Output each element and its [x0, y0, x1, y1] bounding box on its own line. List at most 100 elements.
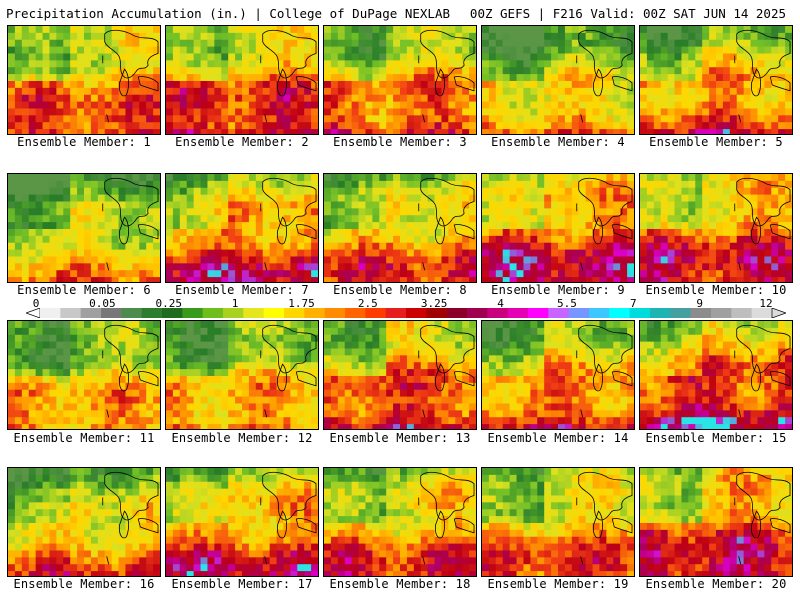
colorbar-swatch	[751, 308, 773, 318]
colorbar-graphic	[26, 308, 786, 318]
member-label-prefix: Ensemble Member:	[487, 577, 607, 591]
colorbar-swatch	[690, 308, 712, 318]
ensemble-member-label: Ensemble Member: 5	[637, 135, 795, 149]
colorbar-swatch	[284, 308, 305, 318]
member-label-prefix: Ensemble Member:	[329, 431, 449, 445]
colorbar-swatch	[731, 308, 753, 318]
precip-field-map	[640, 321, 792, 429]
ensemble-map-panel	[481, 467, 635, 577]
great-lakes-outline	[734, 177, 791, 271]
ensemble-map-panel	[639, 467, 793, 577]
precip-field-map	[166, 321, 318, 429]
colorbar-swatch	[202, 308, 224, 318]
ensemble-map-panel	[7, 25, 161, 135]
great-lakes-outline	[102, 324, 159, 418]
ensemble-map-panel	[323, 25, 477, 135]
ensemble-member-label: Ensemble Member: 1	[5, 135, 163, 149]
precip-field-map	[8, 468, 160, 576]
precipitation-colorbar	[26, 308, 786, 318]
member-label-prefix: Ensemble Member:	[333, 283, 452, 297]
precip-field-map	[8, 26, 160, 134]
member-number: 8	[451, 283, 467, 297]
precip-field-map	[324, 174, 476, 282]
colorbar-swatch	[80, 308, 102, 318]
member-number: 16	[132, 577, 155, 591]
great-lakes-outline	[102, 471, 159, 565]
member-label-prefix: Ensemble Member:	[13, 431, 133, 445]
colorbar-tick-label: 7	[629, 297, 637, 310]
colorbar-tick-label: 0.05	[89, 297, 116, 310]
member-label-prefix: Ensemble Member:	[645, 283, 765, 297]
colorbar-tick-label: 9	[696, 297, 703, 310]
great-lakes-outline	[734, 471, 791, 565]
colorbar-swatch	[243, 308, 265, 318]
great-lakes-outline	[260, 177, 317, 271]
ensemble-map-panel	[323, 467, 477, 577]
member-number: 14	[606, 431, 629, 445]
member-number: 11	[132, 431, 155, 445]
ensemble-member-label: Ensemble Member: 13	[321, 431, 479, 445]
ensemble-member-label: Ensemble Member: 7	[163, 283, 321, 297]
colorbar-swatch	[548, 308, 570, 318]
ensemble-map-panel	[165, 320, 319, 430]
member-number: 19	[606, 577, 629, 591]
colorbar-swatch	[711, 308, 732, 318]
precip-field-map	[8, 321, 160, 429]
member-label-prefix: Ensemble Member:	[491, 283, 610, 297]
run-valid-time: 00Z GEFS | F216 Valid: 00Z SAT JUN 14 20…	[469, 6, 786, 21]
colorbar-swatch	[385, 308, 407, 318]
member-number: 3	[451, 135, 467, 149]
member-label-prefix: Ensemble Member:	[487, 431, 607, 445]
precip-field-map	[166, 26, 318, 134]
precip-field-map	[166, 468, 318, 576]
great-lakes-outline	[576, 177, 633, 271]
member-label-prefix: Ensemble Member:	[171, 431, 291, 445]
colorbar-swatch	[223, 308, 244, 318]
colorbar-swatch	[568, 308, 590, 318]
member-label-prefix: Ensemble Member:	[175, 135, 294, 149]
colorbar-tick-label: 0.25	[155, 297, 182, 310]
ensemble-map-panel	[7, 467, 161, 577]
ensemble-member-label: Ensemble Member: 11	[5, 431, 163, 445]
great-lakes-outline	[418, 29, 475, 123]
colorbar-swatch	[670, 308, 692, 318]
member-label-prefix: Ensemble Member:	[175, 283, 294, 297]
colorbar-swatch	[365, 308, 387, 318]
colorbar-tick-label: 12	[759, 297, 773, 310]
member-number: 6	[135, 283, 151, 297]
member-number: 2	[293, 135, 309, 149]
colorbar-tick-label: 3.25	[420, 297, 448, 310]
precip-field-map	[482, 321, 634, 429]
ensemble-map-panel	[323, 173, 477, 283]
member-label-prefix: Ensemble Member:	[329, 577, 449, 591]
ensemble-member-label: Ensemble Member: 17	[163, 577, 321, 591]
colorbar-left-arrow	[26, 308, 41, 318]
colorbar-swatch	[609, 308, 631, 318]
colorbar-swatch	[426, 308, 448, 318]
colorbar-swatch	[263, 308, 285, 318]
colorbar-tick-label: 4	[497, 297, 504, 310]
great-lakes-outline	[418, 471, 475, 565]
member-number: 17	[290, 577, 313, 591]
colorbar-swatch	[406, 308, 427, 318]
colorbar-tick-label: 5.5	[556, 297, 577, 310]
member-number: 5	[767, 135, 783, 149]
precip-field-map	[482, 26, 634, 134]
member-label-prefix: Ensemble Member:	[13, 577, 133, 591]
colorbar-swatch	[324, 308, 346, 318]
precip-field-map	[640, 174, 792, 282]
ensemble-map-panel	[165, 467, 319, 577]
member-number: 1	[135, 135, 151, 149]
great-lakes-outline	[734, 324, 791, 418]
ensemble-member-label: Ensemble Member: 2	[163, 135, 321, 149]
ensemble-map-panel	[7, 320, 161, 430]
colorbar-swatch	[304, 308, 326, 318]
ensemble-member-label: Ensemble Member: 9	[479, 283, 637, 297]
great-lakes-outline	[576, 29, 633, 123]
ensemble-member-label: Ensemble Member: 8	[321, 283, 479, 297]
member-number: 13	[448, 431, 471, 445]
precip-field-map	[482, 468, 634, 576]
ensemble-member-label: Ensemble Member: 6	[5, 283, 163, 297]
great-lakes-outline	[102, 177, 159, 271]
ensemble-member-label: Ensemble Member: 4	[479, 135, 637, 149]
